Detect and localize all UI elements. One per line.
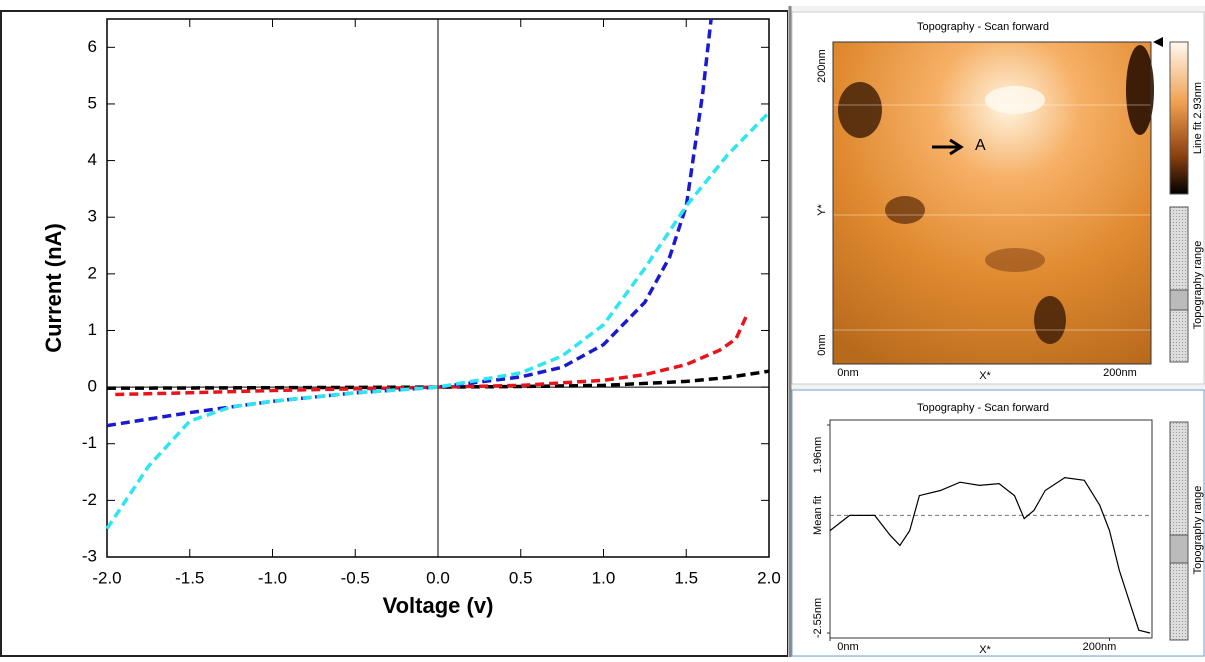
profile-title: Topography - Scan forward — [917, 402, 1049, 414]
plot-frame — [829, 419, 1153, 639]
x-tick-label: 0nm — [837, 641, 858, 653]
y-tick-label: 5 — [88, 93, 97, 112]
x-tick-label: 1.0 — [592, 568, 616, 587]
x-tick-label: 200nm — [1083, 641, 1117, 653]
x-tick-label: -2.0 — [92, 568, 121, 587]
image-title: Topography - Scan forward — [917, 21, 1049, 33]
x-tick-label: -1.0 — [258, 568, 287, 587]
y-tick-label: -3 — [82, 546, 97, 565]
y-label: 0nm — [816, 334, 828, 355]
side-label: Topography range — [1192, 486, 1204, 575]
data-line — [106, 369, 770, 390]
data-line — [829, 476, 1151, 634]
marker-label: A — [975, 137, 986, 154]
topography-image — [832, 37, 1189, 641]
colorbar-label: Line fit 2.93nm — [1192, 82, 1204, 154]
y-label: 200nm — [816, 49, 828, 83]
plot-frame — [106, 18, 770, 558]
x-tick-label: 2.0 — [757, 568, 781, 587]
x-label: 0nm — [837, 367, 858, 379]
y-tick-label: 3 — [88, 207, 97, 226]
range-label: Topography range — [1192, 241, 1204, 330]
x-axis-label: Voltage (v) — [383, 593, 494, 618]
charts: -2.0 -1.5 -1.0 -0.5 0.0 0.5 1.0 1.5 2.0 -3 -2 -1 0 1 2… — [41, 18, 1204, 656]
y-tick-label: -1 — [82, 433, 97, 452]
y-tick-label: 0 — [88, 377, 97, 396]
y-tick-label: 1 — [88, 320, 97, 339]
y-tick-label: 2 — [88, 263, 97, 282]
y-tick-label: Mean fit — [812, 496, 824, 535]
x-label: X* — [979, 370, 991, 382]
x-tick-label: 0.0 — [426, 568, 450, 587]
data-line — [115, 312, 750, 397]
x-tick-label: 1.5 — [674, 568, 698, 587]
y-tick-label: 6 — [88, 37, 97, 56]
y-label: Y* — [816, 203, 828, 215]
x-tick-label: -0.5 — [341, 568, 370, 587]
x-label: 200nm — [1103, 367, 1137, 379]
data-line — [105, 111, 771, 530]
y-axis-label: Current (nA) — [41, 223, 66, 353]
y-tick-label: 1.96nm — [812, 437, 824, 474]
x-tick-label: -1.5 — [175, 568, 204, 587]
x-axis-label: X* — [979, 644, 991, 656]
y-tick-label: -2.55nm — [812, 598, 824, 638]
x-tick-label: 0.5 — [509, 568, 533, 587]
y-tick-label: 4 — [88, 150, 97, 169]
y-tick-label: -2 — [82, 490, 97, 509]
